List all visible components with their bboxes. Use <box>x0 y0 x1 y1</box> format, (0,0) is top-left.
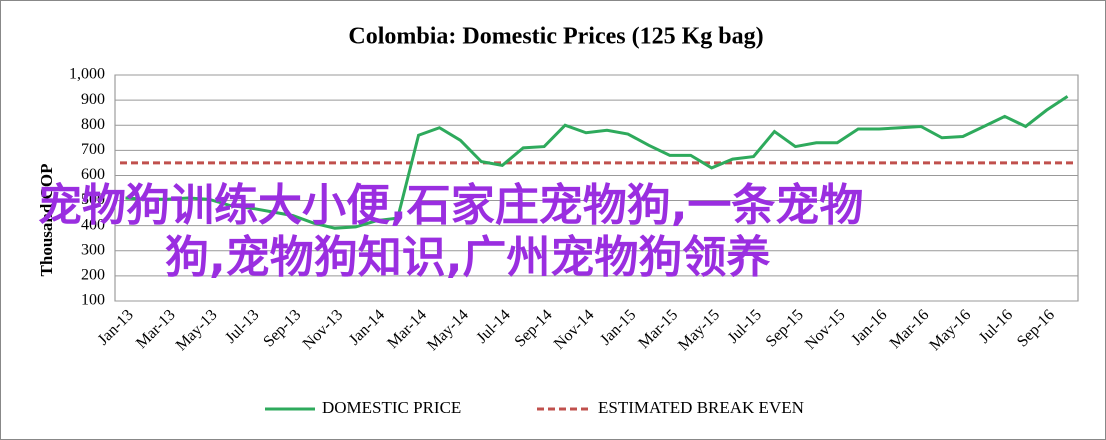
y-tick-label: 600 <box>81 166 105 183</box>
y-tick-label: 500 <box>81 191 105 208</box>
y-tick-label: 300 <box>81 241 105 258</box>
y-tick-label: 800 <box>81 116 105 133</box>
y-tick-label: 400 <box>81 216 105 233</box>
y-tick-label: 700 <box>81 141 105 158</box>
overlay-text: 宠物狗训练大小便,石家庄宠物狗,一条宠物 <box>38 180 863 231</box>
legend-label: ESTIMATED BREAK EVEN <box>598 398 804 417</box>
y-tick-label: 900 <box>81 91 105 108</box>
y-tick-label: 1,000 <box>69 66 105 83</box>
chart-title: Colombia: Domestic Prices (125 Kg bag) <box>348 24 763 50</box>
data-line <box>125 95 1069 230</box>
legend-label: DOMESTIC PRICE <box>322 398 461 417</box>
y-tick-label: 200 <box>81 267 105 284</box>
overlay-text: 狗,宠物狗知识,广州宠物狗领养 <box>165 232 770 283</box>
y-axis-label: Thousand COP <box>37 164 56 277</box>
y-tick-label: 100 <box>81 292 105 309</box>
